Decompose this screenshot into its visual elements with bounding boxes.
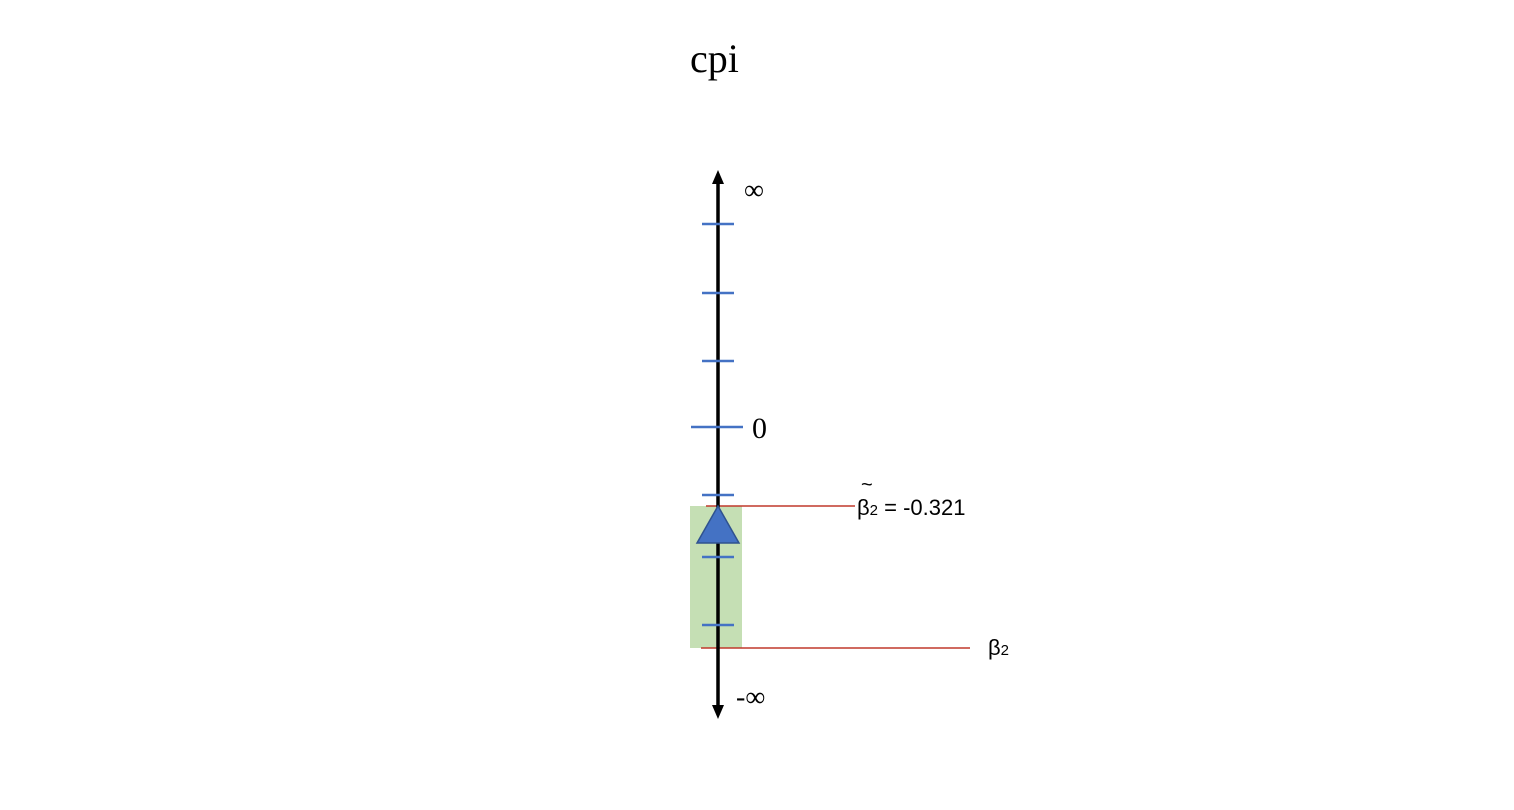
estimate-subscript: 2 — [870, 502, 878, 519]
negative-infinity-label: -∞ — [736, 682, 765, 713]
axis-up-arrow-icon — [712, 170, 724, 184]
estimate-beta-symbol: β — [857, 495, 870, 520]
diagram-title: cpi — [690, 36, 739, 81]
axis-down-arrow-icon — [712, 705, 724, 719]
estimate-label: β2 = -0.321 — [857, 495, 965, 520]
infinity-label: ∞ — [744, 175, 764, 206]
estimate-triangle-marker — [695, 504, 741, 544]
true-param-label: β2 — [988, 635, 1009, 660]
zero-label: 0 — [752, 412, 767, 445]
true-param-subscript: 2 — [1001, 642, 1009, 659]
estimate-tilde: ~ — [861, 474, 873, 496]
estimate-value-text: = -0.321 — [878, 495, 965, 520]
true-param-beta-symbol: β — [988, 635, 1001, 660]
